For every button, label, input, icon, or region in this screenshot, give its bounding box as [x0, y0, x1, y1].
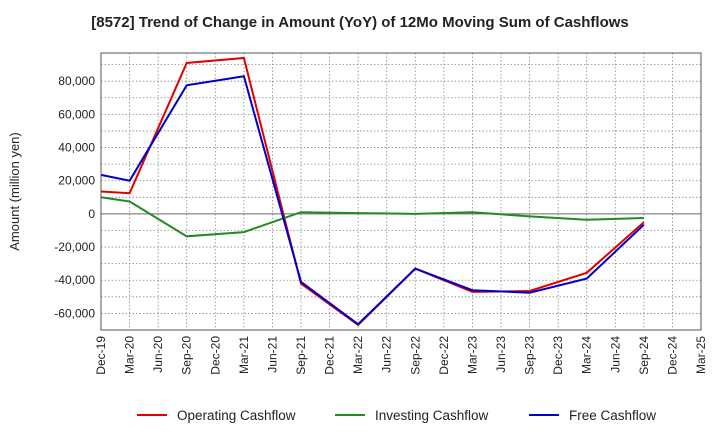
- legend: Operating Cashflow Investing Cashflow Free…: [137, 408, 656, 423]
- y-tick-label: 80,000: [58, 74, 95, 88]
- series-layer: [100, 56, 645, 327]
- x-tick-label: Mar-23: [465, 336, 479, 374]
- chart-title: [8572] Trend of Change in Amount (YoY) o…: [91, 14, 629, 31]
- y-tick-label: 0: [88, 207, 95, 221]
- investing-cashflow-line: [100, 196, 644, 238]
- free-cashflow-legend-label: Free Cashflow: [569, 408, 656, 423]
- investing-cashflow-legend-label: Investing Cashflow: [375, 408, 489, 423]
- x-tick-label: Dec-20: [208, 336, 222, 375]
- y-tick-label: 60,000: [58, 107, 95, 121]
- x-tick-label: Jun-21: [265, 336, 279, 373]
- x-tick-label: Dec-22: [437, 336, 451, 375]
- x-tick-label: Mar-21: [237, 336, 251, 374]
- x-tick-label: Mar-24: [580, 336, 594, 374]
- x-tick-label: Mar-20: [123, 336, 137, 374]
- x-tick-label: Jun-23: [494, 336, 508, 373]
- x-tick-label: Mar-22: [351, 336, 365, 374]
- y-tick-label: -60,000: [54, 306, 95, 320]
- y-axis-title: Amount (million yen): [7, 132, 22, 251]
- plot-frame: [100, 52, 702, 331]
- x-tick-label: Dec-19: [94, 336, 108, 375]
- y-tick-label: 40,000: [58, 141, 95, 155]
- y-tick-label: -40,000: [54, 273, 95, 287]
- x-axis-ticks: Dec-19 Mar-20 Jun-20 Sep-20 Dec-20 Mar-21 Jun-…: [94, 336, 708, 375]
- free-cashflow-line: [100, 75, 645, 326]
- x-tick-label: Dec-23: [551, 336, 565, 375]
- x-tick-label: Mar-25: [694, 336, 708, 374]
- x-tick-label: Sep-21: [294, 336, 308, 375]
- y-tick-label: 20,000: [58, 174, 95, 188]
- operating-cashflow-legend-label: Operating Cashflow: [177, 408, 296, 423]
- x-tick-label: Sep-20: [180, 336, 194, 375]
- y-axis-ticks: -60,000 -40,000 -20,000 0 20,000 40,000 60,000…: [54, 74, 95, 320]
- x-tick-label: Dec-24: [665, 336, 679, 375]
- x-tick-label: Sep-22: [408, 336, 422, 375]
- x-tick-label: Jun-20: [151, 336, 165, 373]
- x-tick-label: Sep-23: [523, 336, 537, 375]
- x-tick-label: Jun-22: [380, 336, 394, 373]
- grid-layer: [101, 53, 701, 330]
- x-tick-label: Sep-24: [637, 336, 651, 375]
- x-tick-label: Jun-24: [608, 336, 622, 373]
- y-tick-label: -20,000: [54, 240, 95, 254]
- x-tick-label: Dec-21: [323, 336, 337, 375]
